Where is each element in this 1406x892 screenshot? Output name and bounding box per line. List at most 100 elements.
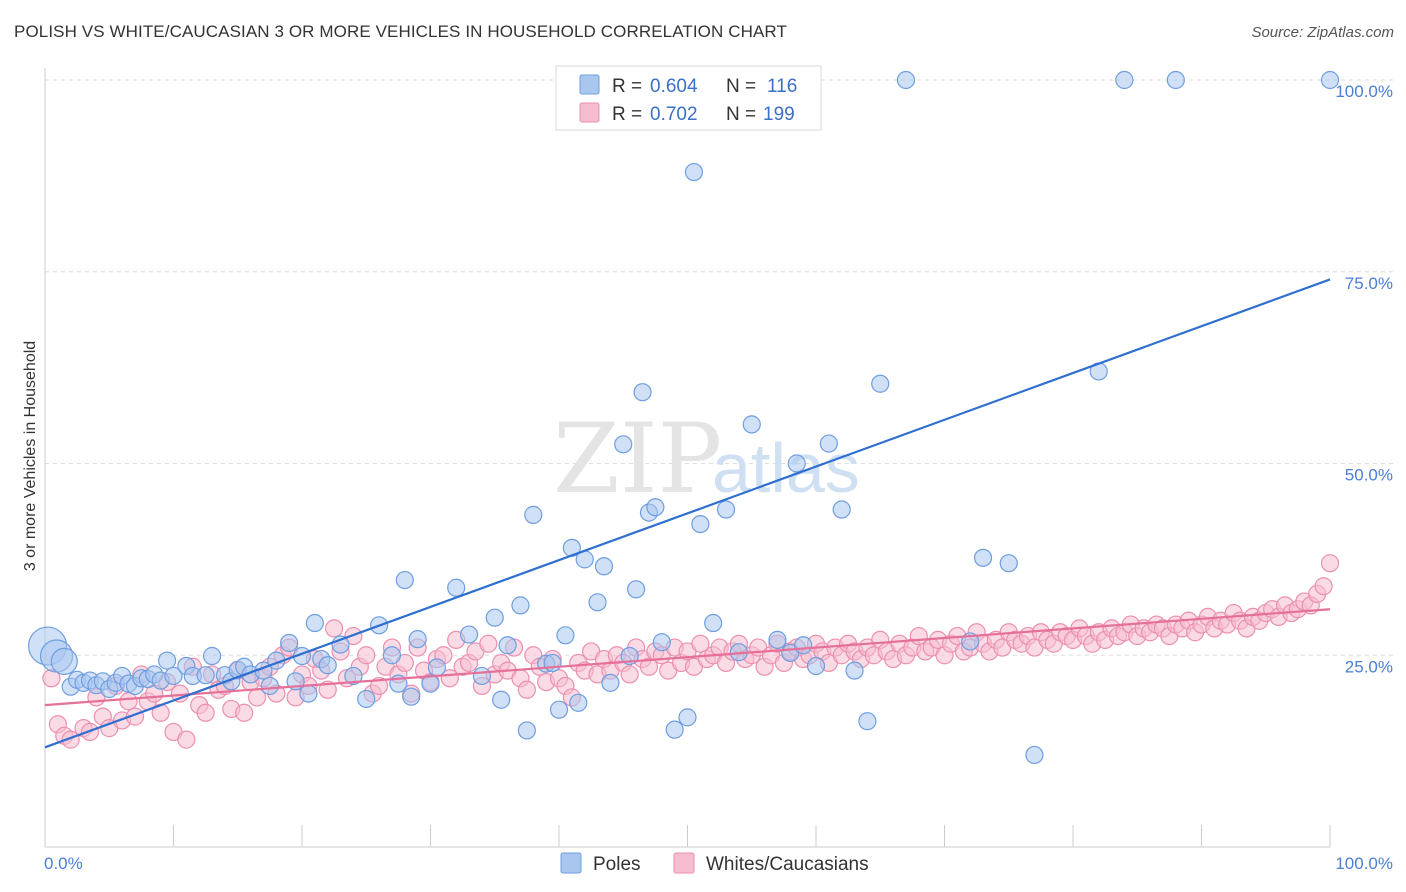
- point-poles: [794, 636, 813, 655]
- chart-title: POLISH VS WHITE/CAUCASIAN 3 OR MORE VEHI…: [14, 22, 787, 41]
- point-poles: [402, 687, 421, 706]
- point-poles: [549, 700, 569, 719]
- watermark-main: ZIP: [553, 403, 722, 515]
- point-poles: [492, 690, 511, 709]
- point-poles: [164, 666, 183, 686]
- point-poles: [524, 505, 543, 524]
- trend-lines: [44, 278, 1331, 749]
- legend-r-label-2: R =: [612, 104, 642, 125]
- point-poles: [260, 676, 279, 696]
- point-poles: [498, 636, 517, 655]
- point-poles: [1025, 745, 1044, 765]
- point-poles: [556, 626, 575, 645]
- point-whites: [318, 680, 337, 699]
- point-whites: [357, 646, 376, 665]
- point-poles: [858, 712, 877, 731]
- point-whites: [1314, 577, 1333, 596]
- point-poles: [665, 720, 684, 739]
- point-poles: [652, 633, 671, 652]
- point-poles: [896, 70, 916, 90]
- axes: [44, 68, 1331, 848]
- legend-r-value-whites: 0.702: [650, 104, 698, 125]
- bottom-legend-swatch-poles: [560, 852, 582, 874]
- bottom-legend-whites: Whites/Caucasians: [706, 854, 869, 875]
- point-poles: [305, 613, 324, 633]
- point-poles: [357, 689, 376, 709]
- point-poles: [626, 580, 646, 599]
- legend-swatch-poles: [579, 74, 600, 95]
- point-poles: [1166, 70, 1185, 90]
- point-poles: [318, 656, 337, 675]
- point-poles: [427, 658, 447, 677]
- point-whites: [620, 665, 639, 684]
- point-poles: [716, 500, 736, 519]
- point-poles: [344, 666, 363, 686]
- point-poles: [1115, 70, 1134, 90]
- point-whites: [177, 730, 196, 749]
- legend-box: [555, 65, 822, 131]
- point-poles: [999, 554, 1018, 573]
- trend-line-whites: [44, 608, 1331, 707]
- point-whites: [235, 703, 254, 722]
- point-whites: [479, 634, 498, 653]
- y-axis-label: 3 or more Vehicles in Household: [22, 341, 39, 571]
- point-poles: [395, 570, 414, 590]
- point-whites: [325, 619, 344, 638]
- point-poles: [768, 630, 787, 650]
- legend-n-value-poles: 116: [767, 76, 797, 97]
- point-poles: [614, 435, 633, 454]
- point-poles: [382, 646, 402, 665]
- point-poles: [50, 647, 78, 675]
- point-poles: [684, 162, 704, 182]
- point-poles: [408, 630, 427, 649]
- point-poles: [299, 684, 318, 703]
- point-poles: [832, 500, 851, 519]
- point-poles: [871, 374, 890, 393]
- trend-line-poles: [44, 278, 1331, 749]
- point-poles: [202, 646, 222, 666]
- point-poles: [447, 578, 466, 597]
- point-poles: [459, 625, 479, 644]
- point-poles: [472, 666, 491, 686]
- point-poles: [511, 596, 530, 615]
- point-poles: [973, 548, 993, 567]
- point-poles: [646, 498, 665, 517]
- bottom-legend: Poles Whites/Caucasians: [560, 852, 869, 875]
- legend-n-label: N =: [726, 76, 756, 97]
- watermark: ZIP atlas: [553, 403, 860, 515]
- point-whites: [196, 703, 215, 722]
- point-poles: [569, 693, 588, 712]
- point-poles: [588, 593, 607, 612]
- point-poles: [704, 613, 723, 633]
- point-whites: [119, 692, 138, 711]
- legend-n-label-2: N =: [726, 104, 756, 125]
- y-tick-label: 25.0%: [1345, 657, 1393, 676]
- y-tick-label: 100.0%: [1335, 82, 1393, 101]
- x-tick-max: 100.0%: [1335, 854, 1393, 873]
- point-whites: [1320, 554, 1340, 573]
- point-poles: [633, 383, 652, 402]
- legend-r-label: R =: [612, 76, 642, 97]
- point-poles: [787, 454, 806, 473]
- point-poles: [485, 608, 504, 627]
- legend-r-value-poles: 0.604: [650, 76, 698, 97]
- grid-lines: [45, 79, 1395, 656]
- point-poles: [742, 415, 761, 434]
- point-whites: [370, 676, 389, 696]
- point-poles: [280, 633, 299, 653]
- legend: R = 0.604 N = 116 R = 0.702 N = 199: [555, 65, 822, 131]
- point-poles: [806, 656, 826, 676]
- source-label: Source: ZipAtlas.com: [1251, 24, 1394, 41]
- point-poles: [543, 653, 562, 673]
- bottom-legend-poles: Poles: [593, 854, 641, 875]
- point-whites: [639, 657, 659, 676]
- point-poles: [517, 721, 536, 740]
- legend-n-value-whites: 199: [763, 104, 795, 125]
- point-poles: [601, 673, 620, 692]
- y-tick-label: 75.0%: [1345, 274, 1393, 293]
- point-poles: [678, 708, 697, 727]
- point-poles: [819, 434, 838, 453]
- point-poles: [421, 674, 440, 693]
- point-poles: [845, 661, 864, 680]
